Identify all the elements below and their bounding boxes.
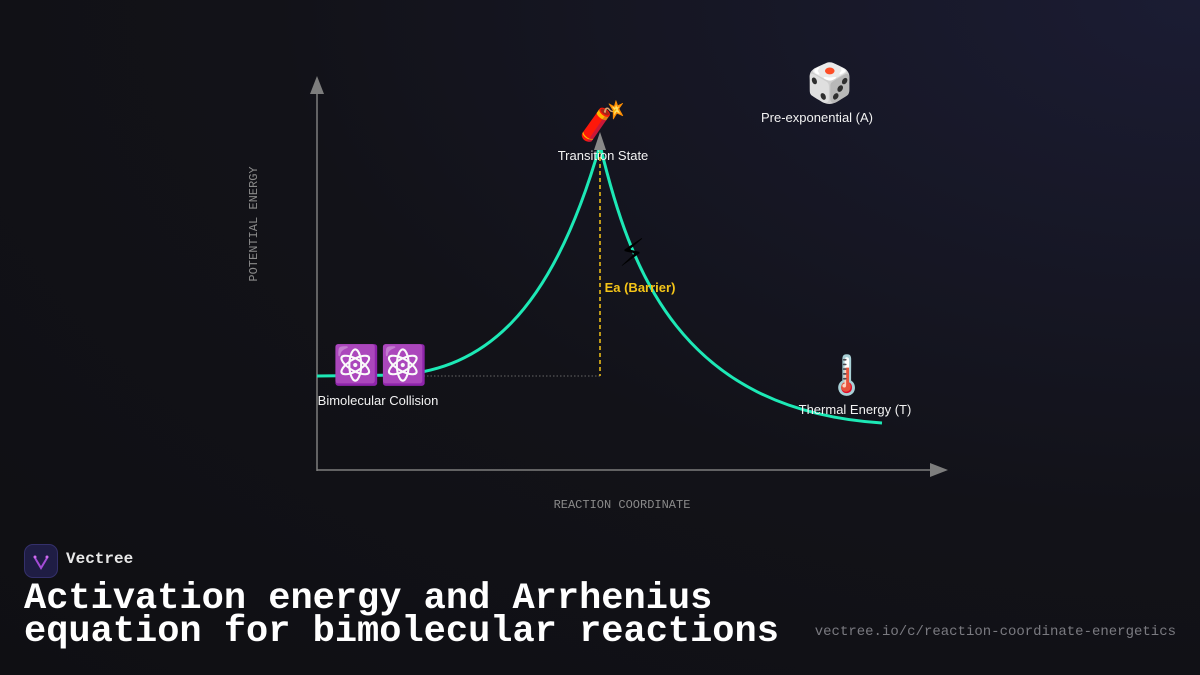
logo-path	[34, 557, 48, 570]
y-axis-arrow	[310, 76, 324, 94]
diagram: POTENTIAL ENERGY REACTION COORDINATE 🧨 T…	[247, 61, 948, 512]
node-label: Pre-exponential (A)	[761, 110, 873, 125]
brand: Vectree	[66, 550, 134, 568]
node-icon: 🧨	[579, 99, 626, 143]
node-label: Transition State	[558, 148, 649, 163]
logo-mark	[33, 555, 49, 570]
node-icon: ⚡	[619, 231, 646, 275]
x-axis-arrow	[930, 463, 948, 477]
node-icon: ⚛️⚛️	[333, 343, 428, 387]
node-icon: 🌡️	[823, 353, 870, 397]
logo-dot	[33, 555, 37, 559]
node-label: Ea (Barrier)	[605, 280, 676, 295]
logo	[24, 544, 58, 578]
barrier-arrow	[594, 132, 606, 150]
node-label: Bimolecular Collision	[318, 393, 439, 408]
url: vectree.io/c/reaction-coordinate-energet…	[814, 624, 1176, 640]
node-label: Thermal Energy (T)	[799, 402, 912, 417]
logo-dot	[45, 555, 49, 559]
title: Activation energy and Arrhenius equation…	[24, 578, 779, 653]
x-axis-label: REACTION COORDINATE	[554, 498, 691, 512]
y-axis-label: POTENTIAL ENERGY	[247, 166, 261, 281]
node-icon: 🎲	[806, 61, 853, 105]
